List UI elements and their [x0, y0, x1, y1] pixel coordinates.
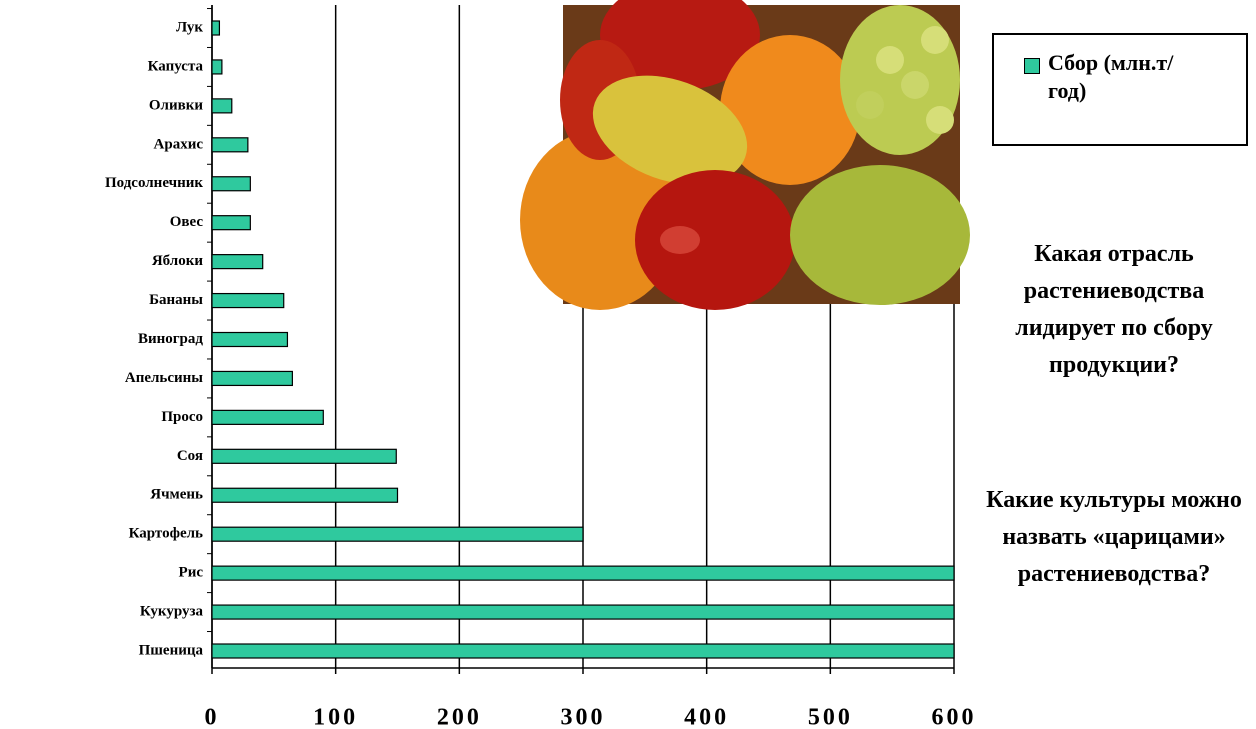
bar: [212, 644, 954, 658]
y-tick-label: Яблоки: [152, 253, 204, 269]
y-tick-label: Овес: [170, 214, 204, 230]
x-tick-label: 200: [437, 705, 482, 729]
x-tick-label: 600: [932, 705, 977, 729]
bar: [212, 138, 248, 152]
bar: [212, 99, 232, 113]
fruit-photo: [520, 0, 970, 310]
y-tick-label: Картофель: [129, 526, 203, 542]
x-tick-label: 300: [561, 705, 606, 729]
legend-swatch: [1024, 58, 1040, 74]
y-tick-label: Бананы: [149, 292, 203, 308]
bar: [212, 566, 954, 580]
bar: [212, 410, 323, 424]
y-tick-label: Виноград: [138, 331, 203, 347]
bar: [212, 216, 250, 230]
y-tick-label: Соя: [177, 448, 203, 464]
x-tick-label: 100: [313, 705, 358, 729]
y-tick-label: Лук: [176, 19, 203, 35]
y-tick-label: Оливки: [149, 97, 203, 113]
y-tick-label: Апельсины: [125, 370, 203, 386]
y-tick-label: Капуста: [148, 58, 204, 74]
bar: [212, 294, 284, 308]
bar: [212, 177, 250, 191]
y-tick-label: Кукуруза: [140, 604, 204, 620]
page: 0 100 200 300 400 500 600 Лук Капуста Оливки Арах…: [0, 0, 1256, 729]
legend-label: Сбор (млн.т/год): [1048, 49, 1208, 105]
x-tick-label: 400: [684, 705, 729, 729]
bar: [212, 21, 219, 35]
y-tick-label: Ячмень: [150, 487, 203, 503]
x-tick-label: 0: [205, 705, 220, 729]
legend: Сбор (млн.т/год): [992, 33, 1248, 146]
y-tick-label: Арахис: [154, 136, 204, 152]
bar: [212, 60, 222, 74]
y-tick-label: Пшеница: [139, 642, 204, 658]
question: Какие культуры можно назвать «царицами» …: [972, 482, 1256, 593]
bar: [212, 333, 287, 347]
question: Какая отрасль растениеводства лидирует п…: [972, 236, 1256, 384]
bar: [212, 255, 263, 269]
y-tick-label: Подсолнечник: [105, 175, 203, 191]
bar: [212, 488, 398, 502]
bar: [212, 371, 292, 385]
bar: [212, 449, 396, 463]
bar: [212, 605, 954, 619]
bar: [212, 527, 583, 541]
y-tick-label: Рис: [179, 565, 204, 581]
x-tick-label: 500: [808, 705, 853, 729]
y-tick-label: Просо: [161, 409, 203, 425]
